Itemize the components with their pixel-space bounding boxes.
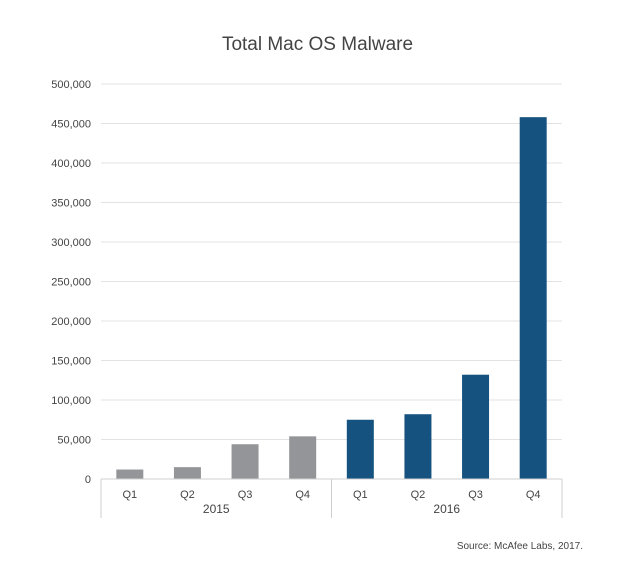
x-tick-label: Q2 (411, 489, 426, 501)
bar-2016-q1 (346, 419, 374, 479)
y-tick-label: 300,000 (51, 237, 91, 249)
x-tick-label: Q1 (353, 489, 368, 501)
chart-source: Source: McAfee Labs, 2017. (456, 541, 583, 552)
chart-title: Total Mac OS Malware (221, 34, 414, 55)
x-tick-label: Q2 (180, 489, 195, 501)
y-tick-label: 350,000 (51, 198, 91, 210)
y-tick-label: 250,000 (51, 277, 91, 289)
chart-plot: 0 50,000 100,000 150,000 200,000 250,000 300,0… (51, 79, 563, 518)
bar-2016-q3 (462, 374, 490, 479)
y-tick-label: 450,000 (51, 119, 91, 131)
bar-2015-q2 (173, 467, 201, 479)
x-tick-label: Q1 (122, 489, 137, 501)
y-tick-label: 400,000 (51, 158, 91, 170)
y-tick-label: 150,000 (51, 356, 91, 368)
x-tick-label: Q3 (468, 489, 483, 501)
y-tick-label: 500,000 (51, 79, 91, 91)
bar-2015-q3 (231, 444, 259, 479)
x-tick-label: Q4 (295, 489, 310, 501)
y-tick-label: 50,000 (57, 435, 91, 447)
x-tick-label: Q3 (238, 489, 253, 501)
y-tick-label: 200,000 (51, 316, 91, 328)
x-tick-label: Q4 (526, 489, 541, 501)
y-axis-ticks: 0 50,000 100,000 150,000 200,000 250,000 300,0… (51, 79, 91, 486)
bar-2015-q4 (289, 436, 317, 479)
bar-2016-q2 (404, 414, 432, 479)
x-axis: Q1 Q2 Q3 Q4 Q1 Q2 Q3 Q4 2015 2016 (100, 478, 563, 518)
bar-2015-q1 (116, 469, 144, 479)
x-group-label-2015: 2015 (203, 502, 230, 516)
bar-2016-q4 (519, 117, 547, 480)
bars (116, 117, 547, 480)
y-tick-label: 0 (85, 474, 91, 486)
y-tick-label: 100,000 (51, 395, 91, 407)
x-group-label-2016: 2016 (433, 502, 460, 516)
grid-lines (101, 83, 562, 440)
